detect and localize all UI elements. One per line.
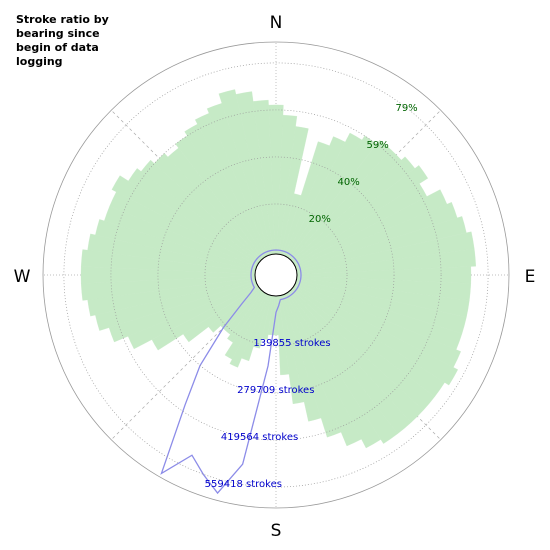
y-tick-label: 79% — [395, 103, 417, 114]
grid-ring — [157, 156, 395, 394]
y2-tick-label: 279709 strokes — [237, 385, 314, 396]
direction-label: S — [271, 521, 282, 541]
grid-ring — [110, 109, 442, 441]
direction-label: N — [270, 13, 283, 33]
bar-wedge — [87, 233, 277, 276]
y-tick-label: 40% — [338, 177, 360, 188]
center-hole — [254, 253, 298, 297]
bar-wedge — [218, 89, 277, 276]
bar-wedge — [275, 274, 398, 444]
grid-ring — [204, 203, 348, 347]
bar-wedge — [275, 274, 305, 404]
chart-title: Stroke ratio by bearing since begin of d… — [16, 13, 109, 68]
bar-wedge — [275, 274, 381, 449]
y-tick-label: 20% — [309, 214, 331, 225]
bar-wedge — [275, 274, 362, 447]
direction-label: E — [525, 267, 536, 287]
bar-wedge — [235, 91, 277, 276]
stroke-line — [160, 249, 302, 495]
outer-circle — [42, 41, 510, 509]
bar-wedge — [128, 168, 277, 276]
bar-wedge — [275, 274, 342, 438]
y2-tick-label: 419564 strokes — [221, 432, 298, 443]
bar-wedge — [229, 274, 277, 368]
bar-wedge — [224, 274, 277, 360]
bar-wedge — [275, 165, 429, 276]
bar-wedge — [252, 99, 277, 276]
y2-tick-label: 559418 strokes — [205, 479, 282, 490]
bar-wedge — [275, 274, 322, 422]
bar-wedge — [275, 274, 290, 376]
bar-wedge — [95, 219, 277, 276]
bar-wedge — [275, 248, 476, 276]
bar-wedge — [111, 175, 277, 276]
bar-wedge — [275, 274, 459, 386]
grid-ring — [63, 62, 489, 488]
bar-wedge — [154, 153, 277, 276]
direction-label: W — [14, 267, 31, 287]
bar-wedge — [140, 159, 277, 276]
y2-tick-label: 139855 strokes — [253, 338, 330, 349]
y-tick-label: 59% — [367, 140, 389, 151]
